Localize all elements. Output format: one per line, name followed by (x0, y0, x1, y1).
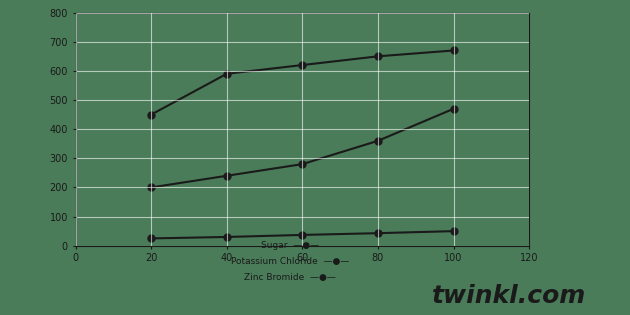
Zinc Bromide (450, 229, 457, 233)
Potassium Chloride (223, 174, 231, 178)
Text: Sugar  —●—: Sugar —●— (261, 241, 319, 250)
Text: Zinc Bromide  —●—: Zinc Bromide —●— (244, 273, 336, 282)
Sugar (299, 63, 306, 67)
Zinc Bromide (223, 235, 231, 239)
Text: Potassium Chloride  —●—: Potassium Chloride —●— (231, 257, 349, 266)
Potassium Chloride (147, 186, 155, 189)
Potassium Chloride (299, 162, 306, 166)
Sugar (450, 49, 457, 52)
Zinc Bromide (374, 231, 382, 235)
Potassium Chloride (450, 107, 457, 111)
Zinc Bromide (299, 233, 306, 237)
Sugar (374, 54, 382, 58)
Line: Zinc Bromide: Zinc Bromide (147, 228, 457, 242)
Line: Sugar: Sugar (147, 47, 457, 118)
Zinc Bromide (147, 237, 155, 240)
Line: Potassium Chloride: Potassium Chloride (147, 105, 457, 191)
Potassium Chloride (374, 139, 382, 143)
Text: twinkl.com: twinkl.com (432, 284, 586, 308)
Sugar (147, 113, 155, 117)
Sugar (223, 72, 231, 76)
